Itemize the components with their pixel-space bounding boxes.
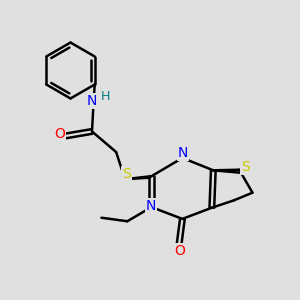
Text: O: O [174, 244, 185, 258]
Text: N: N [178, 146, 188, 160]
Text: H: H [101, 90, 110, 103]
Text: N: N [146, 199, 156, 213]
Text: S: S [122, 167, 131, 181]
Text: S: S [241, 160, 250, 174]
Text: N: N [87, 94, 97, 108]
Text: O: O [54, 128, 65, 141]
